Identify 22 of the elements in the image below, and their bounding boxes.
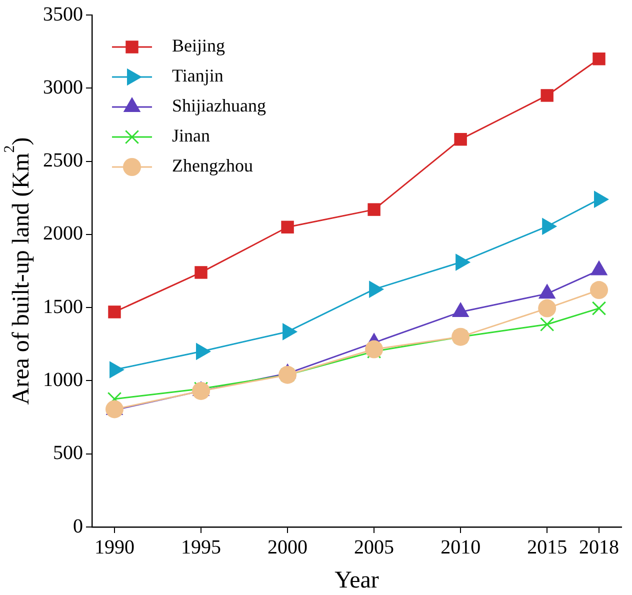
y-tick-label: 500 <box>53 442 83 464</box>
x-tick-label: 1995 <box>181 536 222 558</box>
x-tick-label: 2015 <box>527 536 568 558</box>
y-tick-label: 1000 <box>43 368 83 391</box>
y-tick-label: 0 <box>73 515 83 538</box>
y-tick-label: 2500 <box>43 150 83 172</box>
y-axis-title: Area of built-up land (Km2) <box>2 137 34 405</box>
legend-label: Shijiazhuang <box>172 96 266 116</box>
x-tick-label: 2018 <box>579 536 620 558</box>
legend-label: Tianjin <box>172 66 224 86</box>
x-tick-label: 2000 <box>268 536 308 558</box>
x-axis-title: Year <box>334 567 379 594</box>
legend-label: Zhengzhou <box>172 156 253 176</box>
x-tick-label: 1990 <box>94 536 134 558</box>
y-tick-label: 3500 <box>43 3 83 26</box>
legend-label: Jinan <box>172 126 210 146</box>
legend-label: Beijing <box>172 36 225 56</box>
y-tick-label: 2000 <box>43 222 83 245</box>
x-tick-label: 2010 <box>440 536 481 558</box>
x-tick-label: 2005 <box>354 536 394 558</box>
y-tick-label: 3000 <box>43 76 83 98</box>
y-tick-label: 1500 <box>43 296 83 318</box>
